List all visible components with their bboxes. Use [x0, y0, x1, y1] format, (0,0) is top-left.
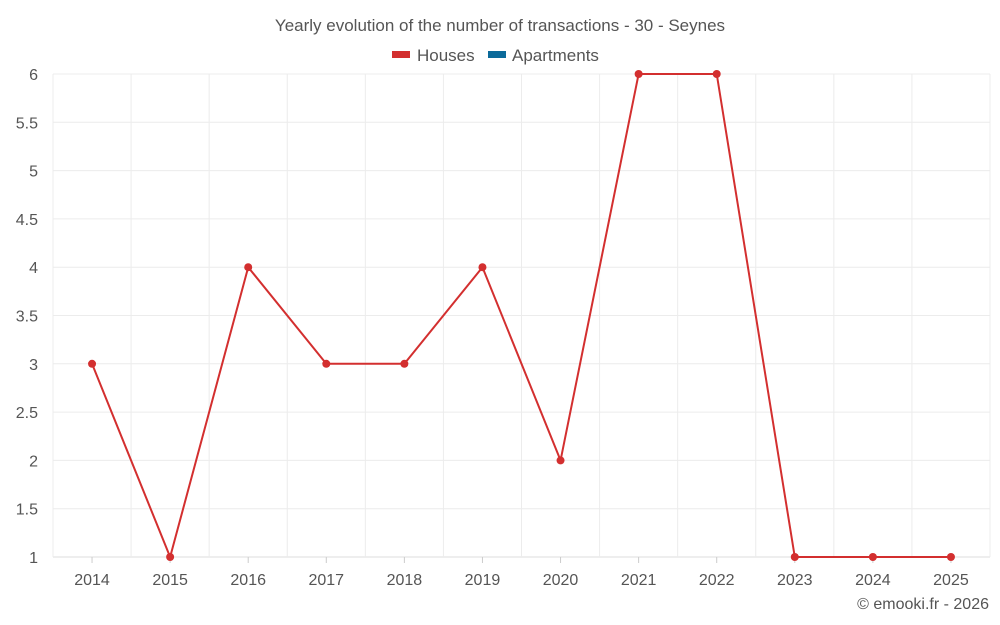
- y-tick-label: 4.5: [16, 212, 38, 229]
- legend-label-houses[interactable]: Houses: [417, 46, 475, 65]
- credit-text: © emooki.fr - 2026: [857, 596, 989, 613]
- grid: [52, 73, 991, 558]
- y-tick-label: 6: [29, 67, 38, 84]
- y-tick-label: 1: [29, 550, 38, 567]
- data-point[interactable]: [634, 70, 643, 78]
- legend-swatch-apartments: [488, 51, 506, 58]
- chart-title: Yearly evolution of the number of transa…: [275, 16, 725, 35]
- x-tick-label: 2021: [621, 572, 657, 589]
- data-point[interactable]: [88, 359, 97, 368]
- data-point[interactable]: [946, 553, 955, 561]
- x-tick-label: 2025: [933, 572, 969, 589]
- data-point[interactable]: [244, 263, 253, 272]
- x-tick-label: 2018: [387, 572, 423, 589]
- y-tick-label: 4: [29, 260, 38, 277]
- y-tick-label: 5: [29, 164, 38, 181]
- legend: Houses Apartments: [392, 46, 599, 65]
- y-tick-label: 2.5: [16, 405, 38, 422]
- y-tick-label: 2: [29, 453, 38, 470]
- y-tick-label: 3.5: [16, 309, 38, 326]
- axes: 1 1.5 2 2.5 3 3.5 4 4.5 5 5.5 6 2014 2015 2016 2017 201…: [16, 67, 969, 589]
- data-point[interactable]: [712, 70, 721, 78]
- x-tick-label: 2022: [699, 572, 735, 589]
- series-line-houses: [91, 73, 951, 558]
- x-tick-label: 2016: [230, 572, 266, 589]
- x-tick-label: 2020: [543, 572, 579, 589]
- x-tick-label: 2024: [855, 572, 891, 589]
- x-tick-label: 2017: [308, 572, 344, 589]
- data-point[interactable]: [166, 553, 175, 561]
- y-tick-label: 3: [29, 357, 38, 374]
- data-point[interactable]: [478, 263, 487, 272]
- y-tick-label: 1.5: [16, 502, 38, 519]
- data-point[interactable]: [322, 359, 331, 368]
- x-tick-label: 2014: [74, 572, 110, 589]
- data-point[interactable]: [556, 456, 565, 465]
- y-tick-label: 5.5: [16, 115, 38, 132]
- legend-swatch-houses: [392, 51, 410, 58]
- series-layer: [88, 70, 955, 561]
- legend-label-apartments[interactable]: Apartments: [512, 46, 599, 65]
- data-point[interactable]: [868, 553, 877, 561]
- x-tick-label: 2023: [777, 572, 813, 589]
- data-point[interactable]: [400, 359, 409, 368]
- x-tick-label: 2015: [152, 572, 188, 589]
- x-tick-label: 2019: [465, 572, 501, 589]
- data-point[interactable]: [790, 553, 799, 561]
